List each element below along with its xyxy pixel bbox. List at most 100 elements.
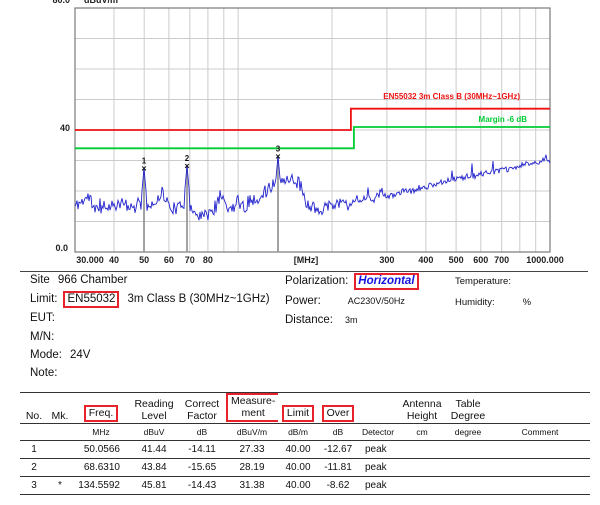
table-cell <box>490 441 590 459</box>
note-label: Note: <box>30 367 58 379</box>
table-cell: 40.00 <box>278 441 318 459</box>
x-axis-tick-70: 70 <box>185 255 195 265</box>
marker-number-3: 3 <box>276 144 281 153</box>
table-unit-cell: dB/m <box>278 424 318 441</box>
table-cell <box>446 441 490 459</box>
table-unit-cell: MHz <box>72 424 130 441</box>
table-cell: 50.0566 <box>72 441 130 459</box>
table-cell: 45.81 <box>130 477 178 495</box>
info-polarization-row: Polarization:Horizontal <box>285 273 419 290</box>
mn-label: M/N: <box>30 331 54 343</box>
table-header-cell: Limit <box>278 393 318 424</box>
table-cell: 2 <box>20 459 48 477</box>
y-axis-top-label: 80.0 <box>36 0 70 5</box>
table-cell: -8.62 <box>318 477 358 495</box>
table-cell: * <box>48 477 72 495</box>
table-cell: 40.00 <box>278 459 318 477</box>
table-cell: 41.44 <box>130 441 178 459</box>
y-axis-mid-label: 40 <box>40 123 70 133</box>
x-axis-tick-50: 50 <box>139 255 149 265</box>
measurement-table-wrap: No.Mk.Freq.Reading LevelCorrect FactorMe… <box>20 392 590 495</box>
table-unit-cell <box>48 424 72 441</box>
site-label: Site <box>30 274 50 286</box>
table-unit-cell: Comment <box>490 424 590 441</box>
header-highlight-box: Over <box>322 405 355 422</box>
y-axis-bottom-label: 0.0 <box>38 243 68 253</box>
table-header-row: No.Mk.Freq.Reading LevelCorrect FactorMe… <box>20 393 590 424</box>
table-row: 268.631043.84-15.6528.1940.00-11.81peak <box>20 459 590 477</box>
x-axis-tick-30.000: 30.000 <box>76 255 104 265</box>
info-distance-row: Distance:3m <box>285 314 357 326</box>
table-cell: 31.38 <box>226 477 278 495</box>
polarization-value-highlight: Horizontal <box>354 273 418 290</box>
table-header-cell: Mk. <box>48 393 72 424</box>
table-header-cell <box>490 393 590 424</box>
table-unit-cell: dB <box>178 424 226 441</box>
table-header-cell: Antenna Height <box>398 393 446 424</box>
table-header-cell: Measure- ment <box>226 393 278 424</box>
table-unit-cell: dBuV/m <box>226 424 278 441</box>
table-cell: peak <box>358 441 398 459</box>
y-axis-unit-label: dBuV/m <box>84 0 118 5</box>
eut-label: EUT: <box>30 312 55 324</box>
table-unit-cell: Detector <box>358 424 398 441</box>
x-axis-tick-80: 80 <box>203 255 213 265</box>
site-value: 966 Chamber <box>58 274 128 286</box>
x-axis-tick-400: 400 <box>418 255 433 265</box>
table-cell: peak <box>358 477 398 495</box>
info-site-row: Site 966 Chamber <box>30 274 128 286</box>
x-axis-tick-700: 700 <box>494 255 509 265</box>
table-header-cell: Over <box>318 393 358 424</box>
x-axis-tick-MHz: [MHz] <box>294 255 319 265</box>
table-cell: 1 <box>20 441 48 459</box>
x-axis-tick-500: 500 <box>449 255 464 265</box>
table-row: 3*134.559245.81-14.4331.3840.00-8.62peak <box>20 477 590 495</box>
limit-line-label: EN55032 3m Class B (30MHz~1GHz) <box>383 92 520 101</box>
table-cell <box>398 459 446 477</box>
mode-label: Mode: <box>30 349 62 361</box>
power-label: Power: <box>285 295 321 307</box>
distance-label: Distance: <box>285 314 333 326</box>
table-cell: 3 <box>20 477 48 495</box>
table-cell <box>398 477 446 495</box>
info-eut-row: EUT: <box>30 312 55 324</box>
table-cell: -15.65 <box>178 459 226 477</box>
chart-canvas: ×1×2×3 <box>0 0 600 262</box>
x-axis-tick-600: 600 <box>473 255 488 265</box>
table-cell <box>398 441 446 459</box>
table-cell: 28.19 <box>226 459 278 477</box>
emission-spectrum-chart: ×1×2×3 80.0 dBuV/m 40 0.0 EN55032 3m Cla… <box>0 0 600 272</box>
table-header-cell: Table Degree <box>446 393 490 424</box>
table-header-cell <box>358 393 398 424</box>
table-unit-cell <box>20 424 48 441</box>
table-cell: -14.11 <box>178 441 226 459</box>
table-cell: 134.5592 <box>72 477 130 495</box>
table-cell: 68.6310 <box>72 459 130 477</box>
table-cell: 27.33 <box>226 441 278 459</box>
info-mode-row: Mode:24V <box>30 349 90 361</box>
table-unit-cell: cm <box>398 424 446 441</box>
info-limit-row: Limit: EN55032 3m Class B (30MHz~1GHz) <box>30 291 270 308</box>
table-unit-cell: degree <box>446 424 490 441</box>
table-cell <box>48 459 72 477</box>
table-cell: peak <box>358 459 398 477</box>
table-cell <box>446 477 490 495</box>
limit-rest: 3m Class B (30MHz~1GHz) <box>127 293 269 305</box>
header-highlight-box: Freq. <box>84 405 119 422</box>
table-cell: -14.43 <box>178 477 226 495</box>
measurement-table: No.Mk.Freq.Reading LevelCorrect FactorMe… <box>20 392 590 495</box>
table-cell: 43.84 <box>130 459 178 477</box>
table-unit-cell: dB <box>318 424 358 441</box>
table-cell <box>490 477 590 495</box>
header-highlight-box: Measure- ment <box>226 393 278 422</box>
margin-line-label: Margin -6 dB <box>479 115 527 124</box>
table-cell <box>48 441 72 459</box>
temperature-label: Temperature: <box>455 276 511 287</box>
section-divider <box>20 271 588 272</box>
table-row: 150.056641.44-14.1127.3340.00-12.67peak <box>20 441 590 459</box>
limit-standard-highlight: EN55032 <box>63 291 119 308</box>
humidity-label: Humidity: <box>455 297 495 308</box>
table-cell: 40.00 <box>278 477 318 495</box>
limit-label: Limit: <box>30 293 57 305</box>
header-highlight-box: Limit <box>282 405 314 422</box>
